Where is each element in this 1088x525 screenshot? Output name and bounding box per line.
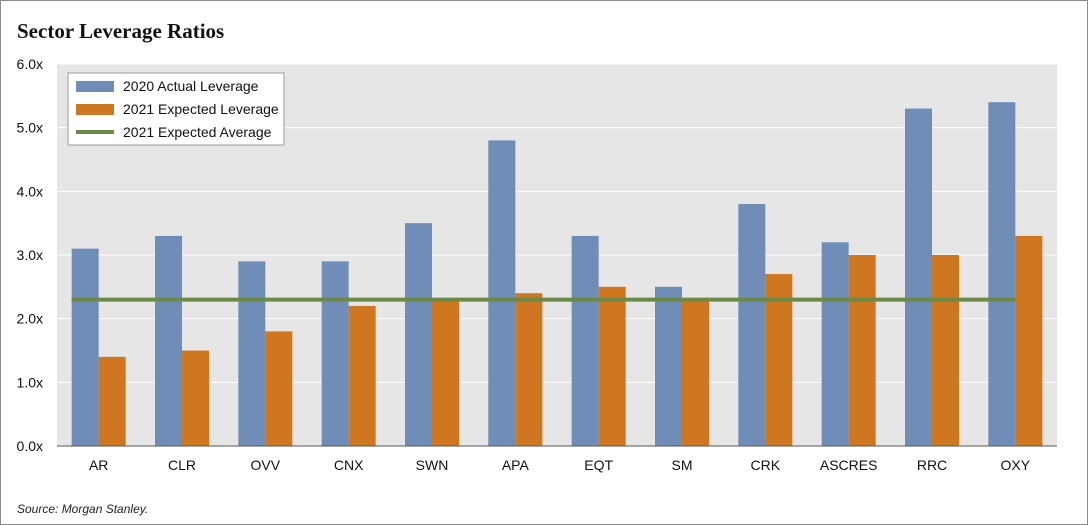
bar-actual-swn [405,223,432,446]
bar-expected-apa [515,293,543,446]
y-tick-label: 6.0x [17,56,43,72]
bar-actual-ascres [821,242,849,446]
bar-actual-cnx [321,261,349,446]
bar-expected-clr [182,350,209,446]
y-tick-label: 0.0x [17,438,43,454]
legend: 2020 Actual Leverage 2021 Expected Lever… [67,72,285,146]
bar-actual-ar [71,248,99,446]
x-tick-label: AR [89,457,108,473]
x-tick-label: CLR [168,457,196,473]
axes: 0.0x 1.0x 2.0x 3.0x 4.0x 5.0x 6.0x AR CLR OVV CNX S… [17,56,1057,473]
x-tick-label: OVV [251,457,281,473]
x-tick-label: EQT [584,457,613,473]
bar-expected-crk [765,274,793,446]
x-tick-label: SWN [416,457,449,473]
bar-expected-eqt [598,286,626,446]
x-tick-label: RRC [917,457,947,473]
bar-actual-oxy [988,102,1016,446]
bar-actual-sm [655,286,682,446]
x-tick-label: APA [502,457,530,473]
y-tick-label: 1.0x [17,374,43,390]
source-note: Source: Morgan Stanley. [17,502,149,516]
bar-expected-swn [432,299,459,446]
bar-actual-rrc [905,108,932,447]
bar-actual-apa [488,140,516,446]
bar-actual-ovv [238,261,266,446]
legend-swatch-actual [76,81,114,92]
y-tick-label: 2.0x [17,311,43,327]
chart-title: Sector Leverage Ratios [17,19,225,43]
x-tick-label: SM [672,457,693,473]
x-tick-label: OXY [1001,457,1031,473]
bar-actual-eqt [571,235,599,446]
bar-expected-ascres [848,255,876,446]
y-tick-label: 5.0x [17,120,43,136]
bar-expected-sm [682,299,709,446]
legend-swatch-expected [76,104,114,115]
bar-expected-ar [98,356,126,446]
bar-expected-ovv [265,331,293,446]
y-tick-label: 4.0x [17,183,43,199]
bar-actual-crk [738,204,766,446]
bar-actual-clr [155,235,182,446]
x-tick-label: ASCRES [820,457,878,473]
legend-label-expected: 2021 Expected Leverage [123,101,279,117]
bar-expected-cnx [348,305,376,446]
bars [71,102,1043,447]
x-tick-label: CNX [334,457,364,473]
y-tick-label: 3.0x [17,247,43,263]
legend-label-average: 2021 Expected Average [123,124,272,140]
bar-expected-oxy [1015,235,1043,446]
x-tick-label: CRK [751,457,781,473]
legend-label-actual: 2020 Actual Leverage [123,78,259,94]
bar-expected-rrc [932,255,959,446]
